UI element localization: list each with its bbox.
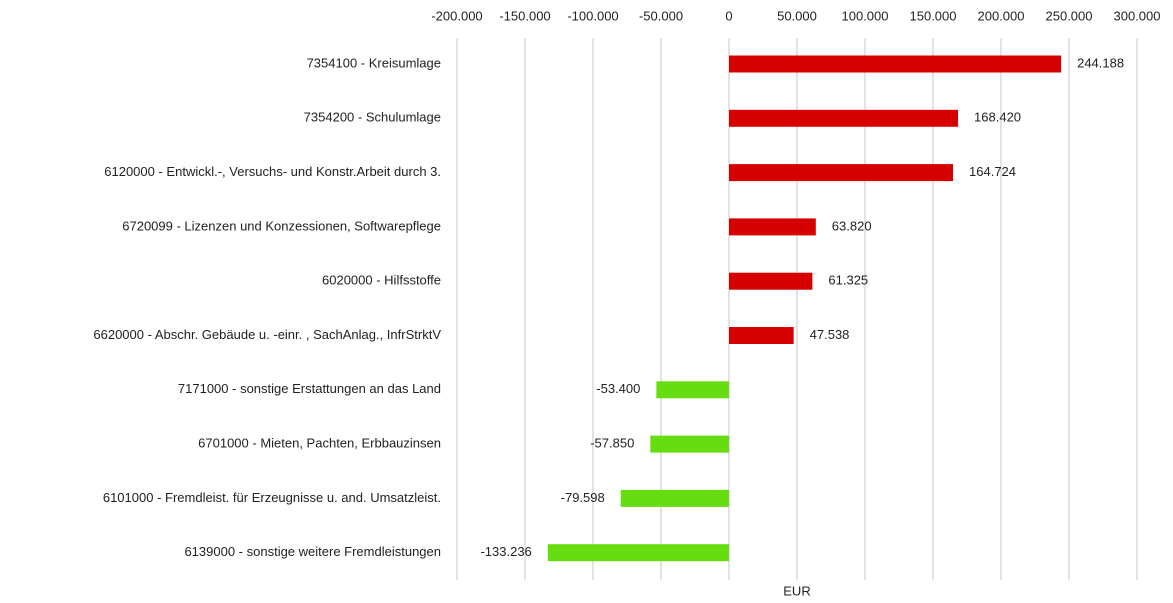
bar (620, 489, 729, 507)
bar (650, 435, 729, 453)
x-tick-label: -150.000 (499, 8, 550, 23)
x-axis-label: EUR (783, 583, 810, 598)
category-label: 6139000 - sonstige weitere Fremdleistung… (184, 544, 441, 559)
x-tick-label: 200.000 (978, 8, 1025, 23)
bar (729, 164, 954, 182)
data-label: -79.598 (561, 490, 605, 505)
x-tick-label: -100.000 (567, 8, 618, 23)
x-tick-label: 150.000 (910, 8, 957, 23)
category-label: 6620000 - Abschr. Gebäude u. -einr. , Sa… (93, 327, 441, 342)
x-tick-label: 300.000 (1114, 8, 1161, 23)
data-label: 164.724 (969, 164, 1016, 179)
category-label: 7354100 - Kreisumlage (307, 55, 441, 70)
x-tick-label: 0 (725, 8, 732, 23)
bar (729, 109, 959, 127)
bar (547, 544, 729, 562)
data-label: 244.188 (1077, 55, 1124, 70)
bar (729, 327, 794, 344)
category-label: 6101000 - Fremdleist. für Erzeugnisse u.… (103, 490, 441, 505)
x-tick-label: -50.000 (639, 8, 683, 23)
data-label: -133.236 (480, 544, 531, 559)
category-label: 6720099 - Lizenzen und Konzessionen, Sof… (122, 218, 441, 233)
category-label: 7171000 - sonstige Erstattungen an das L… (178, 381, 441, 396)
category-label: 6020000 - Hilfsstoffe (322, 273, 441, 288)
bar (656, 381, 729, 399)
data-label: -53.400 (596, 381, 640, 396)
bar (729, 55, 1062, 73)
bar (729, 218, 816, 236)
x-tick-label: -200.000 (431, 8, 482, 23)
x-tick-label: 250.000 (1046, 8, 1093, 23)
data-label: 47.538 (810, 327, 850, 342)
data-label: 168.420 (974, 110, 1021, 125)
x-tick-label: 50.000 (777, 8, 817, 23)
data-label: -57.850 (590, 436, 634, 451)
category-label: 6701000 - Mieten, Pachten, Erbbauzinsen (198, 436, 441, 451)
category-label: 7354200 - Schulumlage (304, 110, 441, 125)
x-tick-label: 100.000 (842, 8, 889, 23)
data-label: 63.820 (832, 218, 872, 233)
bar (729, 272, 813, 290)
data-label: 61.325 (828, 273, 868, 288)
category-label: 6120000 - Entwickl.-, Versuchs- und Kons… (104, 164, 441, 179)
